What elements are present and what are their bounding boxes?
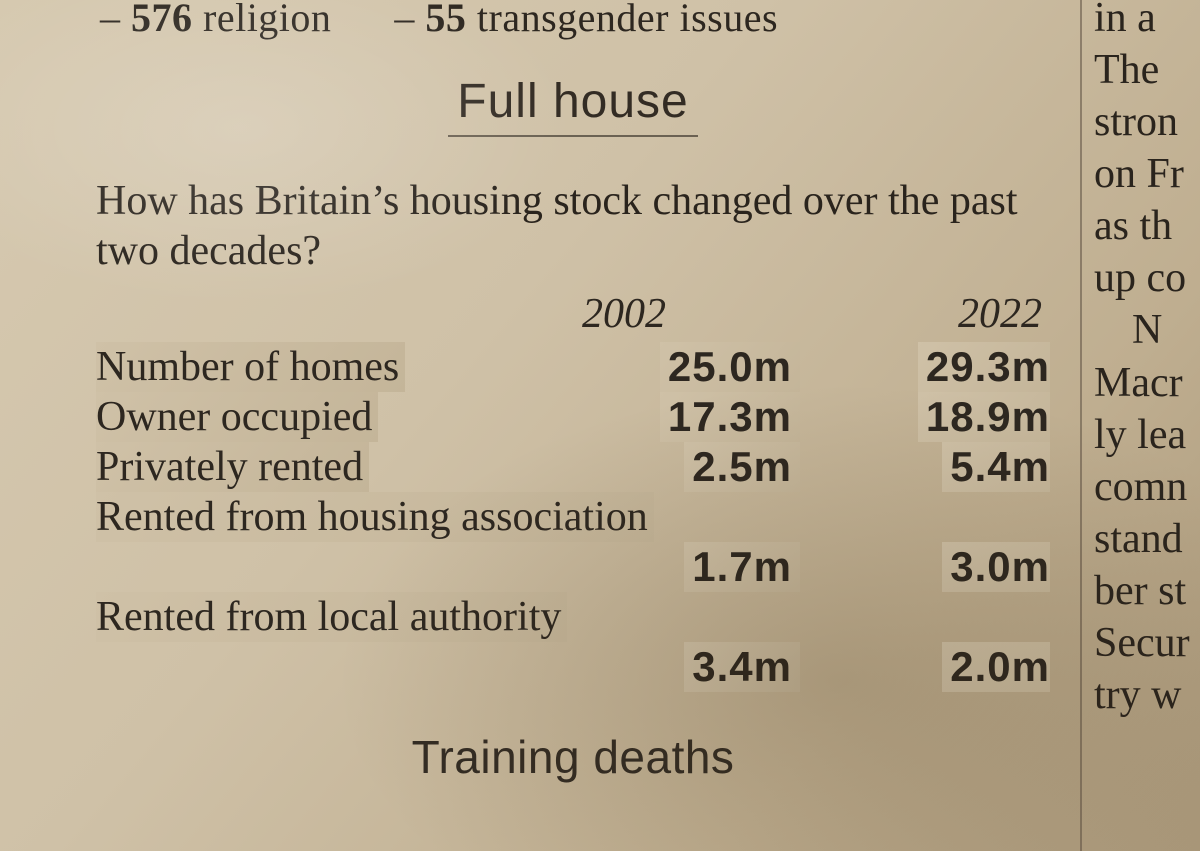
text-fragment: ly lea xyxy=(1094,409,1200,461)
row-value-2002: 1.7m xyxy=(684,542,800,592)
text-fragment: comn xyxy=(1094,461,1200,513)
text-fragment: The xyxy=(1094,44,1200,96)
table-row: Privately rented 2.5m 5.4m xyxy=(96,442,1050,492)
table-row-values: 1.7m 3.0m xyxy=(96,542,1050,592)
text-fragment: Macr xyxy=(1094,357,1200,409)
row-label: Privately rented xyxy=(96,442,369,492)
row-value-2022: 5.4m xyxy=(942,442,1050,492)
stat-number: 576 xyxy=(131,0,193,40)
row-label: Rented from local authority xyxy=(96,592,567,642)
table-row: Owner occupied 17.3m 18.9m xyxy=(96,392,1050,442)
text-fragment: ber st xyxy=(1094,565,1200,617)
row-value-2002: 3.4m xyxy=(684,642,800,692)
row-value-2002: 2.5m xyxy=(684,442,800,492)
text-fragment: up co xyxy=(1094,252,1200,304)
row-value-2022: 29.3m xyxy=(918,342,1050,392)
year-col-1: 2002 xyxy=(582,290,862,338)
text-fragment: stron xyxy=(1094,96,1200,148)
row-value-2002: 25.0m xyxy=(660,342,800,392)
dash: – xyxy=(100,0,121,40)
text-fragment: on Fr xyxy=(1094,148,1200,200)
title-underline xyxy=(448,135,698,137)
row-label: Rented from housing association xyxy=(96,492,654,542)
full-house-panel: Full house How has Britain’s housing sto… xyxy=(78,40,1068,780)
row-value-2022: 2.0m xyxy=(942,642,1050,692)
row-value-2022: 18.9m xyxy=(918,392,1050,442)
section-lead: How has Britain’s housing stock changed … xyxy=(96,177,1056,276)
table-row: Rented from local authority xyxy=(96,592,1050,642)
table-row-values: 3.4m 2.0m xyxy=(96,642,1050,692)
table-row: Number of homes 25.0m 29.3m xyxy=(96,342,1050,392)
text-fragment: in a xyxy=(1094,0,1200,44)
stat-label: religion xyxy=(203,0,331,40)
text-fragment: Secur xyxy=(1094,617,1200,669)
year-col-2: 2022 xyxy=(862,290,1050,338)
row-value-2022: 3.0m xyxy=(942,542,1050,592)
table-row: Rented from housing association xyxy=(96,492,1050,542)
housing-table: 2002 2022 Number of homes 25.0m 29.3m Ow… xyxy=(96,290,1050,692)
stat-label: transgender issues xyxy=(477,0,778,40)
newspaper-page-fragment: – 576 religion – 55 transgender issues F… xyxy=(0,0,1200,851)
text-fragment: N xyxy=(1094,304,1200,356)
adjacent-article-fragment: in a The stron on Fr as th up co N Macr … xyxy=(1094,0,1200,721)
text-fragment: try w xyxy=(1094,669,1200,721)
stat-number: 55 xyxy=(425,0,466,40)
next-section-title: Training deaths xyxy=(78,730,1068,784)
row-value-2002: 17.3m xyxy=(660,392,800,442)
text-fragment: as th xyxy=(1094,200,1200,252)
section-title: Full house xyxy=(78,74,1068,129)
dash: – xyxy=(394,0,415,40)
row-label: Number of homes xyxy=(96,342,405,392)
table-year-header: 2002 2022 xyxy=(96,290,1050,338)
column-rule xyxy=(1080,0,1082,851)
top-list-fragment: – 576 religion – 55 transgender issues xyxy=(100,0,1060,41)
row-label: Owner occupied xyxy=(96,392,378,442)
text-fragment: stand xyxy=(1094,513,1200,565)
